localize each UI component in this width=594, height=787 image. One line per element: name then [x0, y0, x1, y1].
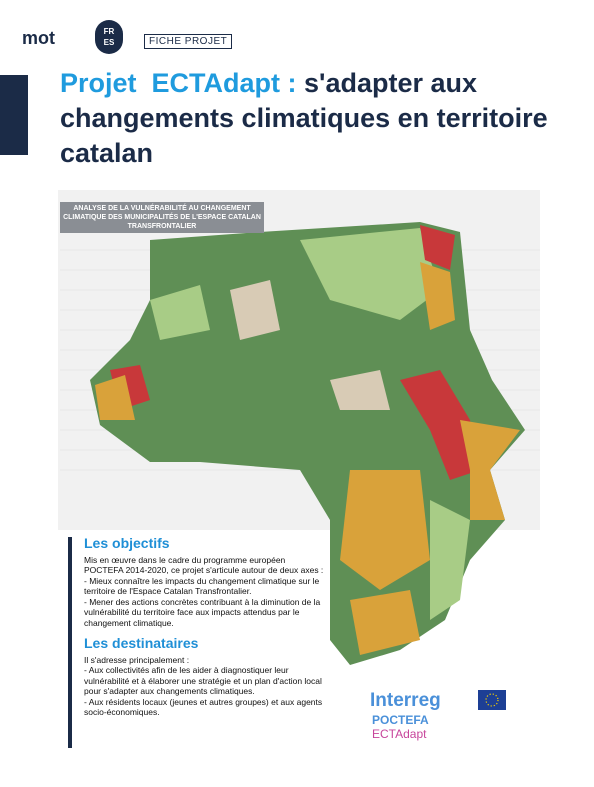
badge-text: FR: [103, 27, 115, 36]
section-item: - Mener des actions concrètes contribuan…: [84, 596, 321, 628]
badge-text: ES: [103, 38, 115, 47]
accent-block: [0, 75, 28, 155]
section-heading: Les objectifs: [84, 535, 170, 551]
text-content: Les objectifs Mis en œuvre dans le cadre…: [84, 535, 324, 718]
text-bar: [68, 537, 72, 748]
section-item: - Mieux connaître les impacts du changem…: [84, 575, 320, 597]
text-box: [65, 530, 330, 752]
title-rest: s'adapter aux changements climatiques en…: [60, 68, 548, 168]
doc-label: FICHE PROJET: [144, 34, 233, 49]
map-zones: [95, 225, 520, 655]
logo-mot: mot: [22, 28, 55, 48]
section-intro: Mis en œuvre dans le cadre du programme …: [84, 554, 324, 576]
title-highlight: Projet ECTAdapt :: [60, 68, 297, 98]
logo-program: POCTEFA: [372, 713, 429, 727]
title: Projet ECTAdapt : s'adapter aux changeme…: [60, 66, 560, 171]
logo-project: ECTAdapt: [372, 727, 427, 741]
map-caption: ANALYSE DE LA VULNÉRABILITÉ AU CHANGEMEN…: [60, 202, 264, 233]
section-item: - Aux collectivités afin de les aider à …: [84, 665, 322, 696]
logo-brand: Interreg: [370, 690, 441, 711]
section-item: - Aux résidents locaux (jeunes et autres…: [84, 696, 323, 718]
section-heading: Les destinataires: [84, 635, 199, 651]
map: [58, 190, 540, 665]
eu-flag: [478, 690, 506, 710]
badge: FR ES: [95, 20, 123, 54]
section-intro: Il s'adresse principalement :: [84, 654, 190, 665]
